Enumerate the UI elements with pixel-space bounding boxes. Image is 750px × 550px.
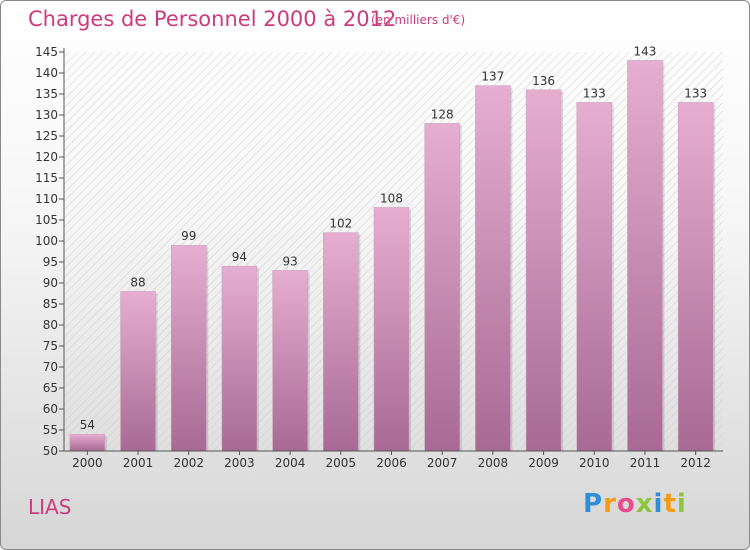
- y-tick-label: 50: [43, 444, 58, 458]
- logo-letter: x: [635, 489, 654, 519]
- bar-value-label: 137: [481, 70, 504, 84]
- logo-letter: t: [663, 489, 677, 519]
- x-tick-label: 2003: [224, 456, 255, 470]
- bar: [525, 89, 562, 452]
- y-tick-label: 140: [35, 66, 58, 80]
- bar-value-label: 93: [282, 254, 297, 268]
- y-tick-label: 135: [35, 87, 58, 101]
- proxiti-logo: Proxiti: [583, 489, 687, 519]
- y-tick-label: 65: [43, 381, 58, 395]
- y-tick-label: 130: [35, 108, 58, 122]
- bar-value-label: 128: [431, 107, 454, 121]
- x-tick-label: 2008: [478, 456, 509, 470]
- y-tick-label: 70: [43, 360, 58, 374]
- bar-value-label: 136: [532, 74, 555, 88]
- y-tick-label: 145: [35, 45, 58, 59]
- bar: [475, 85, 511, 452]
- x-tick-label: 2011: [630, 456, 661, 470]
- bar-value-label: 102: [329, 217, 352, 231]
- y-tick-label: 75: [43, 339, 58, 353]
- bar: [272, 270, 308, 452]
- bar: [120, 291, 156, 452]
- bar-value-label: 108: [380, 191, 403, 205]
- bar: [677, 102, 714, 452]
- bar: [373, 207, 410, 452]
- x-tick-label: 2000: [72, 456, 103, 470]
- logo-letter: i: [676, 489, 687, 519]
- bar: [424, 123, 460, 452]
- y-tick-label: 100: [35, 234, 58, 248]
- x-tick-label: 2004: [275, 456, 306, 470]
- logo-letter: r: [603, 489, 617, 519]
- y-tick-label: 80: [43, 318, 58, 332]
- y-tick-label: 95: [43, 255, 58, 269]
- chart-subtitle: (en milliers d'€): [371, 13, 466, 27]
- logo-letter: o: [616, 489, 636, 519]
- x-tick-label: 2007: [427, 456, 458, 470]
- y-tick-label: 110: [35, 192, 58, 206]
- y-tick-label: 105: [35, 213, 58, 227]
- y-tick-label: 90: [43, 276, 58, 290]
- y-tick-label: 115: [35, 171, 58, 185]
- y-tick-label: 125: [35, 129, 58, 143]
- x-tick-label: 2009: [528, 456, 559, 470]
- x-tick-label: 2001: [123, 456, 154, 470]
- bar-value-label: 94: [232, 250, 247, 264]
- x-tick-label: 2010: [579, 456, 610, 470]
- x-tick-label: 2005: [326, 456, 357, 470]
- x-tick-label: 2002: [173, 456, 204, 470]
- bar: [627, 60, 663, 452]
- bar: [323, 232, 359, 452]
- bar: [576, 102, 613, 452]
- commune-name: LIAS: [28, 495, 72, 519]
- bar-value-label: 133: [684, 86, 707, 100]
- bar: [69, 433, 106, 452]
- bar: [170, 244, 207, 452]
- bar-value-label: 88: [130, 275, 145, 289]
- chart-title: Charges de Personnel 2000 à 2012: [28, 7, 397, 31]
- logo-letter: P: [583, 489, 604, 519]
- bar-value-label: 133: [583, 86, 606, 100]
- y-tick-label: 85: [43, 297, 58, 311]
- logo-letter: i: [653, 489, 664, 519]
- y-tick-label: 120: [35, 150, 58, 164]
- bar: [221, 265, 258, 452]
- y-tick-label: 60: [43, 402, 58, 416]
- x-tick-label: 2012: [680, 456, 711, 470]
- bar-value-label: 143: [634, 44, 657, 58]
- bar-value-label: 54: [80, 418, 95, 432]
- bar-value-label: 99: [181, 229, 196, 243]
- x-tick-label: 2006: [376, 456, 407, 470]
- y-tick-label: 55: [43, 423, 58, 437]
